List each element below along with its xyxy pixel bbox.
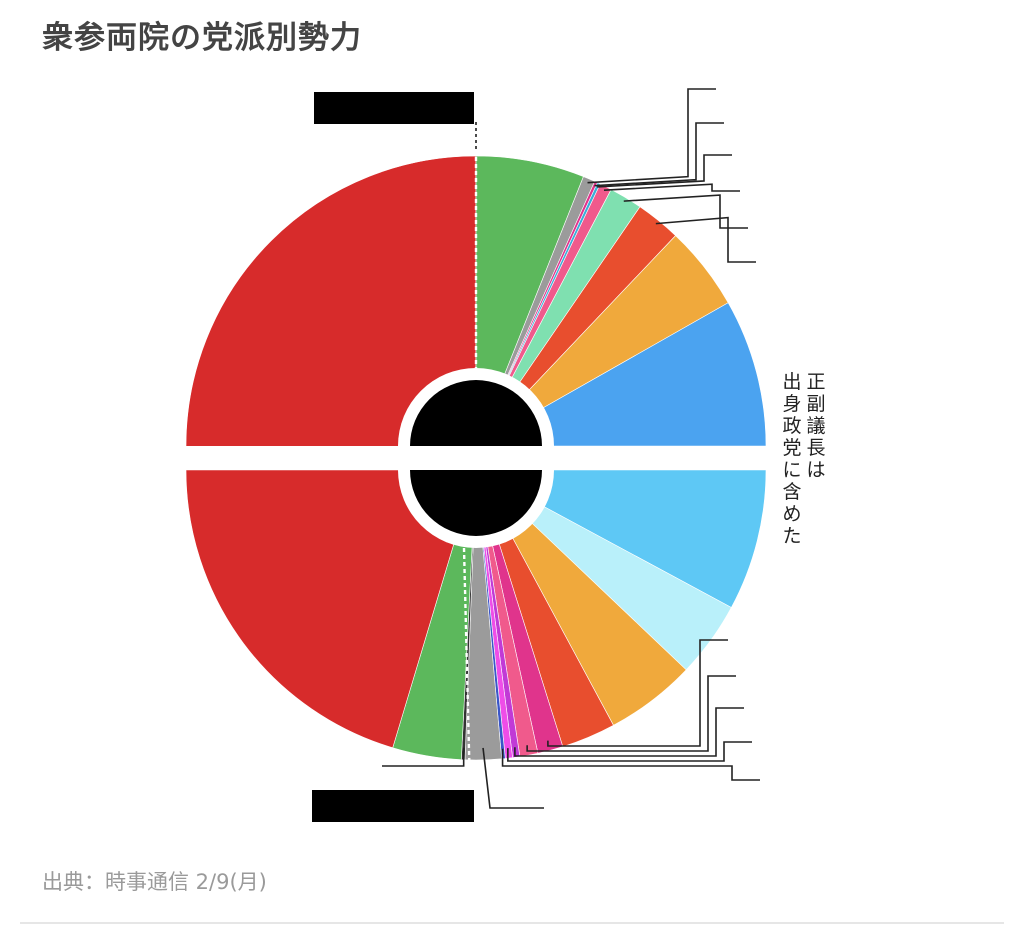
house-majority-badge bbox=[314, 92, 474, 124]
source-credit: 出典：時事通信 2/9(月) bbox=[42, 870, 267, 894]
vertical-note: 正副議長は出身政党に含めた bbox=[0, 0, 13, 1]
council-majority-line bbox=[462, 547, 472, 791]
house-callout-line-4 bbox=[623, 194, 748, 229]
house-center-disc bbox=[410, 380, 542, 446]
vertical-note-col-1: 出身政党に含めた bbox=[782, 371, 801, 547]
council-callout-line-1 bbox=[526, 675, 736, 752]
council-callout-line-2 bbox=[514, 707, 744, 757]
council-callout-line-musho bbox=[482, 747, 544, 809]
council-callout-line-4 bbox=[501, 748, 760, 781]
council-majority-badge bbox=[312, 790, 474, 822]
house-callout-line-0 bbox=[587, 88, 716, 184]
house-callout-line-3 bbox=[603, 183, 740, 192]
half-separator bbox=[182, 446, 770, 470]
council-callout-line-ketsuin bbox=[382, 747, 465, 767]
council-pie bbox=[185, 469, 767, 761]
house-callout-line-1 bbox=[594, 122, 724, 187]
council-callout-line-0 bbox=[547, 639, 728, 747]
council-slice-0 bbox=[475, 469, 767, 608]
house-callout-line-2 bbox=[597, 154, 732, 188]
council-slice-12 bbox=[185, 469, 477, 749]
house-slice-9 bbox=[474, 302, 767, 447]
council-center-disc bbox=[410, 470, 542, 536]
house-callout-line-5 bbox=[655, 216, 756, 263]
council-callout-line-3 bbox=[507, 741, 752, 762]
divider bbox=[20, 922, 1004, 924]
vertical-note-col-0: 正副議長は bbox=[806, 371, 825, 481]
chart-title: 衆参両院の党派別勢力 bbox=[42, 20, 362, 56]
